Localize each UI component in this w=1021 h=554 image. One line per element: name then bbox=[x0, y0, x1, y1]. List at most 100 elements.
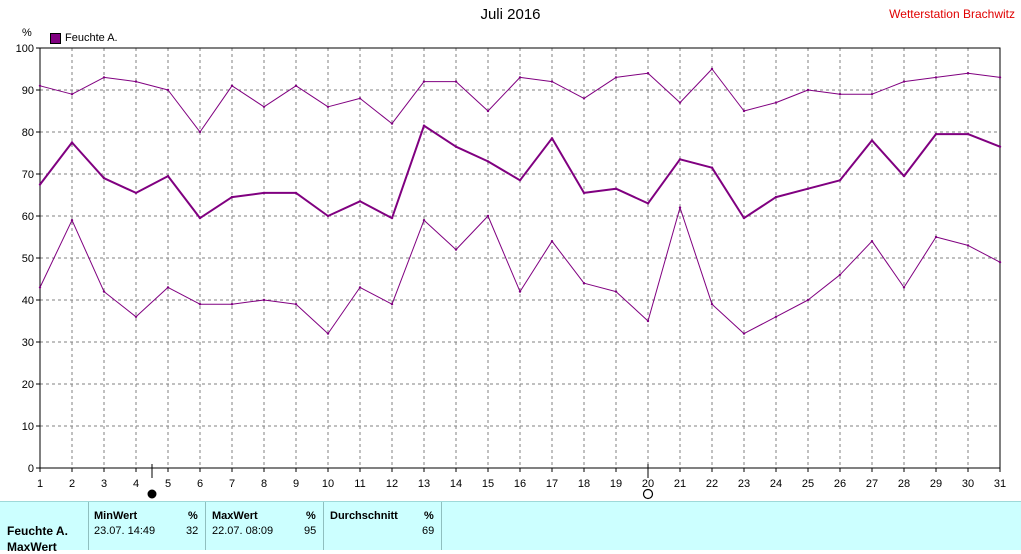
data-point-min bbox=[454, 248, 458, 251]
x-tick-label: 16 bbox=[514, 478, 526, 490]
x-tick-label: 2 bbox=[69, 478, 75, 490]
x-tick-label: 8 bbox=[261, 478, 267, 490]
data-point-mean bbox=[70, 141, 74, 144]
y-tick-label: 60 bbox=[22, 211, 34, 223]
data-point-mean bbox=[230, 195, 234, 199]
x-tick-label: 23 bbox=[738, 478, 750, 490]
data-point-min bbox=[902, 286, 906, 289]
data-point-mean bbox=[838, 179, 842, 182]
data-point-min bbox=[70, 219, 74, 222]
data-point-min bbox=[230, 303, 234, 306]
data-point-min bbox=[966, 244, 970, 247]
x-tick-label: 6 bbox=[197, 478, 203, 490]
data-point-mean bbox=[390, 216, 394, 220]
data-point-mean bbox=[358, 200, 362, 203]
max-timestamp: 22.07. 08:09 bbox=[212, 525, 274, 537]
data-point-mean bbox=[966, 132, 970, 136]
data-point-mean bbox=[806, 187, 810, 190]
y-tick-label: 40 bbox=[22, 295, 34, 307]
data-point-mean bbox=[102, 177, 106, 180]
min-unit: % bbox=[188, 510, 198, 522]
data-point-mean bbox=[422, 124, 426, 127]
data-point-min bbox=[422, 219, 426, 222]
x-tick-label: 15 bbox=[482, 478, 494, 490]
data-point-min bbox=[294, 303, 298, 306]
data-point-min bbox=[742, 332, 746, 335]
data-point-min bbox=[38, 286, 42, 289]
data-point-min bbox=[358, 286, 362, 289]
y-tick-label: 80 bbox=[22, 127, 34, 139]
x-tick-label: 21 bbox=[674, 478, 686, 490]
data-point-mean bbox=[742, 216, 746, 220]
data-point-min bbox=[166, 286, 170, 289]
x-tick-label: 28 bbox=[898, 478, 910, 490]
data-point-max bbox=[262, 105, 266, 109]
data-point-mean bbox=[646, 202, 650, 205]
data-point-mean bbox=[614, 187, 618, 190]
x-tick-label: 19 bbox=[610, 478, 622, 490]
data-point-min bbox=[646, 319, 650, 323]
data-point-max bbox=[518, 76, 522, 79]
data-point-mean bbox=[486, 160, 490, 163]
x-tick-label: 17 bbox=[546, 478, 558, 490]
data-point-max bbox=[102, 76, 106, 79]
data-point-max bbox=[774, 101, 778, 104]
x-tick-label: 14 bbox=[450, 478, 462, 490]
data-point-max bbox=[838, 93, 842, 96]
x-tick-label: 27 bbox=[866, 478, 878, 490]
data-point-min bbox=[198, 303, 202, 306]
x-tick-label: 25 bbox=[802, 478, 814, 490]
y-tick-label: 10 bbox=[22, 421, 34, 433]
data-point-max bbox=[390, 122, 394, 125]
data-point-min bbox=[390, 303, 394, 306]
x-tick-label: 9 bbox=[293, 478, 299, 490]
data-point-mean bbox=[902, 174, 906, 178]
x-tick-label: 1 bbox=[37, 478, 43, 490]
x-tick-label: 18 bbox=[578, 478, 590, 490]
data-point-max bbox=[678, 101, 682, 104]
data-point-min bbox=[582, 282, 586, 285]
data-point-min bbox=[934, 235, 938, 239]
x-tick-label: 4 bbox=[133, 478, 139, 490]
data-point-max bbox=[454, 80, 458, 83]
legend: Feuchte A. bbox=[50, 32, 118, 44]
data-point-mean bbox=[326, 214, 330, 218]
data-point-min bbox=[806, 298, 810, 302]
x-tick-label: 13 bbox=[418, 478, 430, 490]
summary-panel: Feuchte A. MaxWert MinWert % 23.07. 14:4… bbox=[0, 501, 1021, 554]
summary-label-cell: Feuchte A. MaxWert bbox=[0, 502, 89, 554]
min-header: MinWert bbox=[94, 510, 138, 522]
full-moon-marker bbox=[642, 488, 654, 500]
max-cell: MaxWert % 22.07. 08:09 95 bbox=[206, 502, 324, 550]
x-tick-label: 20 bbox=[642, 478, 654, 490]
data-point-min bbox=[550, 240, 554, 243]
data-point-max bbox=[38, 84, 42, 88]
x-tick-label: 24 bbox=[770, 478, 782, 490]
data-point-max bbox=[486, 109, 490, 113]
min-timestamp: 23.07. 14:49 bbox=[94, 525, 156, 537]
x-tick-label: 26 bbox=[834, 478, 846, 490]
avg-unit: % bbox=[424, 510, 434, 522]
summary-row-label-2: MaxWert bbox=[7, 540, 57, 554]
data-point-mean bbox=[870, 139, 874, 142]
summary-row-label: Feuchte A. bbox=[7, 524, 68, 538]
y-tick-label: 100 bbox=[16, 43, 34, 55]
data-point-min bbox=[134, 315, 138, 318]
x-tick-label: 5 bbox=[165, 478, 171, 490]
x-tick-label: 30 bbox=[962, 478, 974, 490]
data-point-max bbox=[870, 93, 874, 96]
y-tick-label: 0 bbox=[28, 463, 34, 475]
data-point-mean bbox=[198, 216, 202, 220]
new-moon-marker bbox=[147, 489, 157, 499]
data-point-max bbox=[582, 97, 586, 100]
data-point-min bbox=[678, 206, 682, 209]
data-point-mean bbox=[294, 191, 298, 195]
data-point-max bbox=[294, 84, 298, 88]
data-point-max bbox=[742, 109, 746, 113]
data-point-min bbox=[486, 214, 490, 218]
data-point-max bbox=[966, 72, 970, 75]
data-point-max bbox=[902, 80, 906, 83]
data-point-min bbox=[518, 290, 522, 293]
data-point-mean bbox=[262, 191, 266, 195]
